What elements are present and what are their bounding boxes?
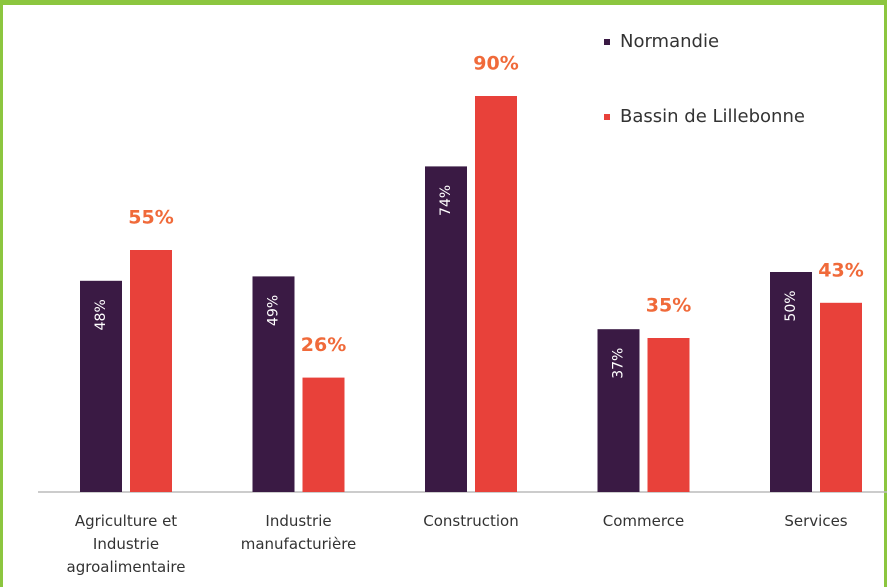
- data-label: 49%: [266, 295, 282, 326]
- bar: [647, 338, 690, 492]
- legend-label: Bassin de Lillebonne: [620, 106, 805, 127]
- data-label: 37%: [611, 348, 627, 379]
- bar: [302, 377, 345, 492]
- data-label: 90%: [473, 53, 518, 75]
- bar: [130, 250, 172, 492]
- frame-right: [884, 0, 887, 587]
- bar: [597, 329, 640, 492]
- bar: [820, 302, 862, 492]
- legend-swatch: [604, 39, 610, 45]
- x-tick-label: Services: [784, 512, 848, 530]
- x-tick-label: Construction: [423, 512, 519, 530]
- data-label: 48%: [93, 299, 109, 330]
- data-label: 74%: [438, 185, 454, 216]
- data-label: 50%: [783, 290, 799, 321]
- x-tick-label: Commerce: [602, 512, 685, 530]
- data-label: 55%: [128, 207, 173, 229]
- data-label: 26%: [301, 334, 346, 356]
- legend-label: Normandie: [620, 31, 719, 52]
- frame-top: [0, 0, 887, 5]
- frame-left: [0, 0, 3, 587]
- bar: [770, 272, 812, 492]
- bar: [252, 276, 295, 492]
- x-tick-label: Agriculture et Industrie agroalimentaire: [66, 512, 186, 576]
- bar: [425, 166, 467, 492]
- x-tick-label: Industrie manufacturière: [240, 512, 357, 553]
- legend-swatch: [604, 114, 610, 120]
- bar: [475, 96, 517, 492]
- data-label: 35%: [646, 295, 691, 317]
- data-label: 43%: [818, 259, 863, 281]
- bar: [80, 280, 122, 492]
